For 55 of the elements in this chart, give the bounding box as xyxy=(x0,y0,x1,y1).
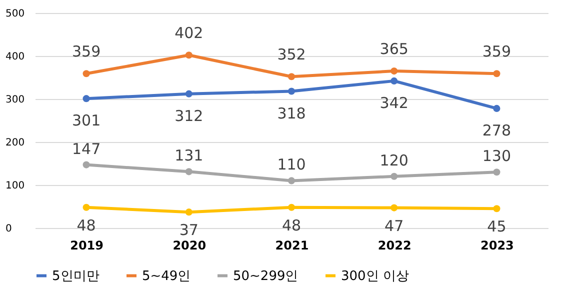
point xyxy=(185,52,192,59)
x-tick-label: 2022 xyxy=(378,238,412,252)
point xyxy=(185,168,192,176)
point xyxy=(288,177,296,184)
legend-label: 5~49인 xyxy=(142,268,191,284)
data-label: 37 xyxy=(179,221,198,240)
data-label: 342 xyxy=(380,94,408,112)
point xyxy=(493,104,500,112)
data-label: 278 xyxy=(482,121,512,140)
point xyxy=(493,168,500,176)
data-label: 359 xyxy=(482,42,512,61)
y-tick-label: 500 xyxy=(6,8,25,20)
data-label: 48 xyxy=(282,216,302,234)
y-tick-label: 400 xyxy=(6,52,25,62)
y-tick-label: 0 xyxy=(6,224,12,234)
x-tick-label: 2023 xyxy=(480,238,514,252)
y-tick-label: 100 xyxy=(6,180,25,192)
point xyxy=(390,68,398,75)
point xyxy=(288,88,296,95)
data-label: 120 xyxy=(380,151,408,170)
point xyxy=(390,204,398,212)
y-tick-label: 200 xyxy=(6,138,25,148)
legend-label: 50~299인 xyxy=(233,268,298,284)
point xyxy=(82,95,90,102)
data-label: 301 xyxy=(72,112,101,130)
point xyxy=(390,77,398,84)
point xyxy=(185,90,192,98)
point xyxy=(82,70,90,78)
data-label: 147 xyxy=(72,140,101,158)
data-label: 45 xyxy=(487,218,506,236)
x-tick-label: 2021 xyxy=(275,238,309,252)
point xyxy=(288,73,296,80)
data-label: 131 xyxy=(174,146,204,165)
legend-label: 300인 이상 xyxy=(341,268,409,284)
data-label: 402 xyxy=(174,24,204,42)
data-label: 359 xyxy=(72,42,101,61)
point xyxy=(288,204,296,211)
data-label: 47 xyxy=(384,216,404,235)
x-tick-label: 2019 xyxy=(70,238,104,252)
data-label: 130 xyxy=(482,147,512,166)
legend-label: 5인미만 xyxy=(52,268,100,284)
data-label: 318 xyxy=(277,104,306,122)
data-label: 312 xyxy=(174,106,204,125)
point xyxy=(82,161,90,168)
data-label: 48 xyxy=(76,216,96,234)
point xyxy=(390,172,398,180)
x-tick-label: 2020 xyxy=(172,238,206,252)
point xyxy=(82,204,90,211)
data-label: 352 xyxy=(277,46,306,64)
point xyxy=(493,205,500,212)
y-tick-label: 300 xyxy=(6,94,25,106)
point xyxy=(493,70,500,78)
point xyxy=(185,208,192,216)
data-label: 110 xyxy=(277,156,306,174)
data-label: 365 xyxy=(380,40,408,58)
